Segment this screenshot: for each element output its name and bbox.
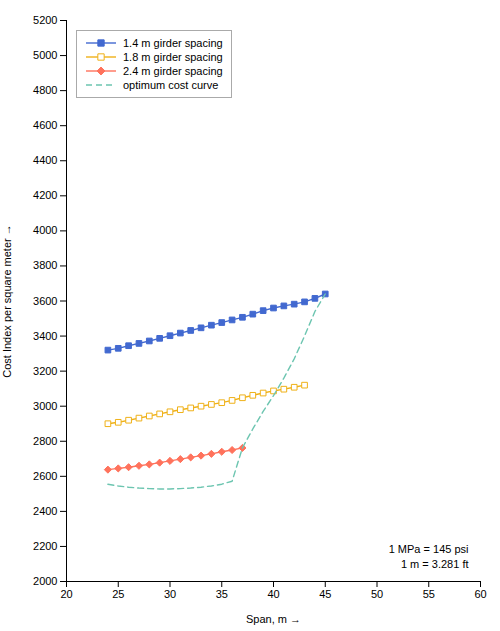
html-text:1.8 m girder spacing: 1.8 m girder spacing: [123, 51, 223, 63]
svg-text:25: 25: [112, 588, 124, 600]
svg-text:30: 30: [164, 588, 176, 600]
svg-text:3400: 3400: [33, 330, 57, 342]
svg-text:45: 45: [319, 588, 331, 600]
svg-text:2800: 2800: [33, 435, 57, 447]
svg-text:5000: 5000: [33, 49, 57, 61]
html-text:1.4 m girder spacing: 1.4 m girder spacing: [123, 37, 223, 49]
svg-text:20: 20: [60, 588, 72, 600]
svg-text:Cost Index per square meter →: Cost Index per square meter →: [1, 224, 13, 377]
svg-text:3600: 3600: [33, 295, 57, 307]
svg-text:1 m = 3.281 ft: 1 m = 3.281 ft: [401, 558, 469, 570]
svg-text:4800: 4800: [33, 84, 57, 96]
svg-text:3200: 3200: [33, 365, 57, 377]
svg-text:2600: 2600: [33, 470, 57, 482]
svg-text:4200: 4200: [33, 189, 57, 201]
svg-text:1 MPa = 145 psi: 1 MPa = 145 psi: [389, 543, 469, 555]
svg-text:Span, m →: Span, m →: [246, 613, 301, 625]
svg-text:40: 40: [267, 588, 279, 600]
svg-text:55: 55: [423, 588, 435, 600]
svg-text:35: 35: [216, 588, 228, 600]
svg-text:4600: 4600: [33, 119, 57, 131]
svg-text:2000: 2000: [33, 575, 57, 587]
svg-text:2400: 2400: [33, 505, 57, 517]
svg-text:50: 50: [371, 588, 383, 600]
svg-text:60: 60: [474, 588, 486, 600]
svg-text:5200: 5200: [33, 14, 57, 26]
svg-text:2200: 2200: [33, 540, 57, 552]
svg-text:4400: 4400: [33, 154, 57, 166]
svg-text:3800: 3800: [33, 259, 57, 271]
svg-text:4000: 4000: [33, 224, 57, 236]
svg-text:3000: 3000: [33, 400, 57, 412]
html-text:2.4 m girder spacing: 2.4 m girder spacing: [123, 65, 223, 77]
html-text:optimum cost curve: optimum cost curve: [123, 79, 219, 91]
